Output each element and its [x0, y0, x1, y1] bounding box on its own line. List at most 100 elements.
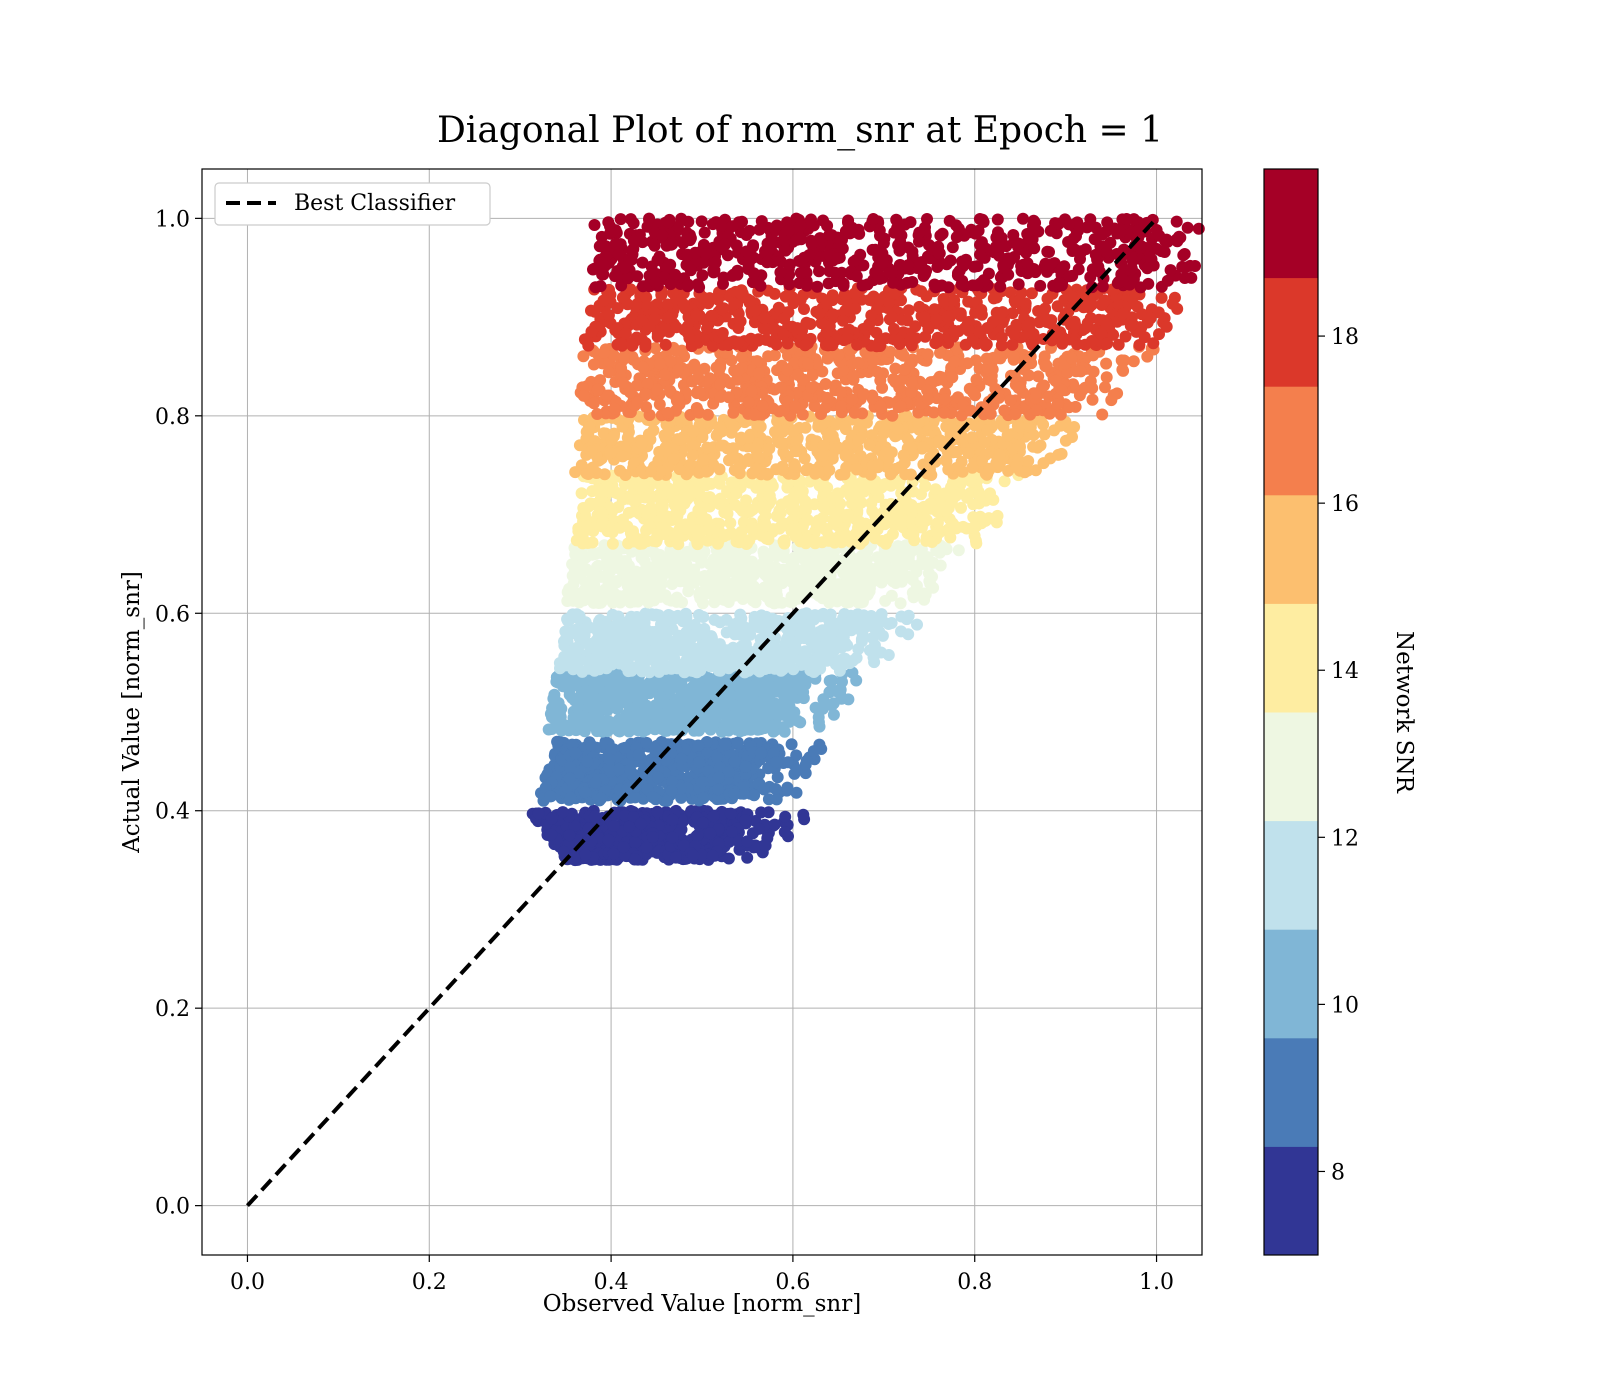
- scatter-point: [607, 654, 620, 667]
- scatter-point: [967, 521, 980, 534]
- scatter-point: [790, 786, 803, 799]
- scatter-point: [585, 739, 598, 752]
- scatter-point: [565, 651, 578, 663]
- scatter-point: [679, 743, 692, 756]
- scatter-point: [940, 504, 953, 517]
- scatter-point: [574, 721, 587, 734]
- scatter-point: [798, 452, 811, 465]
- scatter-point: [604, 447, 617, 460]
- scatter-point: [707, 653, 720, 666]
- scatter-point: [812, 716, 825, 729]
- scatter-point: [753, 697, 766, 710]
- scatter-point: [607, 847, 620, 860]
- scatter-point: [714, 423, 727, 436]
- scatter-point: [769, 783, 782, 795]
- scatter-point: [1013, 421, 1026, 434]
- scatter-point: [616, 513, 629, 526]
- scatter-point: [749, 463, 762, 475]
- scatter-point: [978, 436, 991, 449]
- scatter-point: [607, 643, 620, 656]
- scatter-point: [584, 421, 596, 433]
- scatter-point: [942, 463, 955, 476]
- scatter-point: [737, 787, 750, 800]
- scatter-point: [704, 720, 717, 733]
- scatter-point: [830, 515, 843, 528]
- scatter-point: [544, 790, 556, 803]
- scatter-point: [575, 710, 588, 723]
- scatter-point: [656, 569, 669, 582]
- scatter-point: [675, 752, 688, 765]
- scatter-point: [655, 722, 668, 735]
- scatter-point: [793, 480, 806, 493]
- scatter-point: [712, 783, 724, 796]
- scatter-point: [623, 584, 636, 597]
- scatter-point: [595, 570, 608, 583]
- scatter-point: [767, 523, 780, 536]
- scatter-point: [603, 753, 616, 766]
- scatter-point: [641, 535, 653, 548]
- scatter-point: [841, 509, 854, 521]
- scatter-point: [720, 613, 733, 626]
- scatter-point: [706, 567, 719, 580]
- scatter-point: [886, 575, 899, 588]
- scatter-point: [624, 763, 637, 776]
- scatter-point: [566, 691, 579, 704]
- scatter-point: [594, 506, 607, 518]
- scatter-point: [850, 651, 863, 664]
- scatter-point: [853, 515, 866, 528]
- scatter-point: [577, 564, 590, 577]
- scatter-point: [944, 531, 957, 544]
- scatter-point: [586, 461, 599, 474]
- scatter-point: [546, 702, 559, 715]
- scatter-point: [576, 537, 589, 550]
- scatter-point: [666, 578, 679, 590]
- scatter-point: [632, 695, 645, 708]
- scatter-point: [921, 551, 934, 564]
- scatter-point: [614, 596, 627, 609]
- scatter-point: [912, 416, 925, 429]
- scatter-point: [839, 420, 852, 433]
- scatter-point: [563, 829, 576, 842]
- scatter-point: [653, 445, 666, 458]
- scatter-point: [810, 654, 823, 667]
- scatter-point: [894, 597, 907, 610]
- scatter-point: [545, 723, 558, 735]
- scatter-point: [617, 677, 630, 690]
- scatter-point: [762, 684, 774, 697]
- scatter-point: [724, 807, 737, 820]
- scatter-point: [628, 535, 641, 548]
- scatter-point: [956, 465, 969, 478]
- scatter-point: [863, 438, 876, 451]
- scatter-band-6: [570, 469, 1025, 551]
- scatter-point: [1010, 460, 1023, 473]
- scatter-point: [651, 528, 664, 541]
- scatter-point: [779, 810, 792, 823]
- scatter-point: [641, 708, 654, 721]
- scatter-point: [821, 481, 834, 494]
- scatter-point: [632, 748, 645, 761]
- scatter-point: [621, 431, 634, 444]
- scatter-point: [656, 510, 669, 523]
- scatter-point: [743, 534, 756, 546]
- scatter-point: [1013, 440, 1026, 453]
- scatter-point: [669, 851, 682, 864]
- scatter-point: [718, 720, 731, 733]
- scatter-point: [786, 501, 799, 514]
- scatter-point: [558, 635, 570, 648]
- scatter-point: [907, 591, 920, 604]
- scatter-point: [827, 708, 840, 721]
- scatter-point: [783, 715, 796, 728]
- scatter-point: [532, 807, 545, 820]
- scatter-point: [657, 694, 670, 707]
- scatter-point: [746, 555, 758, 568]
- scatter-point: [593, 649, 606, 662]
- scatter-point: [630, 494, 643, 506]
- scatter-point: [712, 771, 725, 784]
- scatter-point: [651, 805, 664, 818]
- scatter-point: [809, 638, 822, 651]
- scatter-point: [788, 424, 801, 437]
- scatter-point: [723, 835, 736, 848]
- scatter-point: [773, 648, 786, 660]
- scatter-point: [1100, 357, 1113, 370]
- scatter-point: [839, 449, 852, 462]
